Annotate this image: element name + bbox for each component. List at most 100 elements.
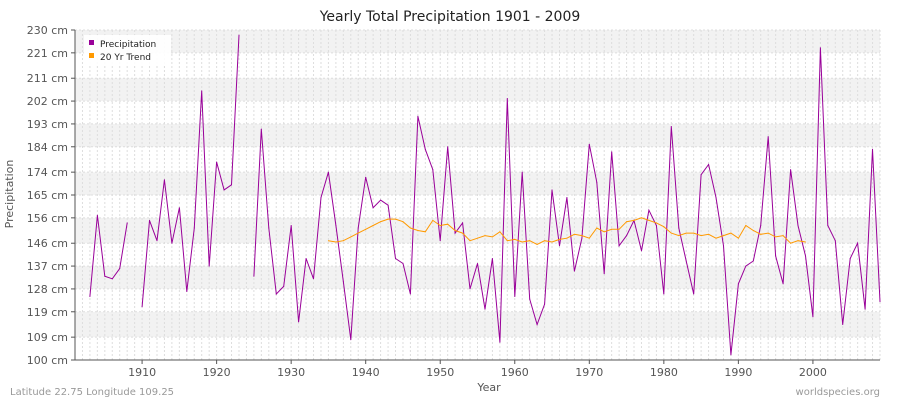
trend-line-point	[640, 217, 642, 219]
precipitation-line-point	[313, 278, 315, 280]
precipitation-line-point	[342, 280, 344, 282]
precipitation-line-point	[238, 34, 240, 36]
precipitation-line-point	[812, 316, 814, 318]
trend-line-point	[380, 221, 382, 223]
precipitation-line-point	[618, 245, 620, 247]
precipitation-line-point	[275, 293, 277, 295]
axes	[71, 29, 880, 364]
precipitation-line-point	[477, 263, 478, 265]
precipitation-line-point	[193, 227, 195, 229]
precipitation-line-point	[864, 308, 866, 310]
precipitation-line-point	[797, 224, 799, 226]
y-tick-label: 100 cm	[27, 354, 68, 367]
trend-line-point	[655, 222, 657, 224]
precipitation-line-point	[588, 143, 590, 145]
precipitation-line-point	[715, 197, 717, 199]
trend-line-point	[566, 237, 568, 239]
precipitation-line-point	[722, 245, 724, 247]
precipitation-line-point	[626, 235, 628, 237]
y-tick-label: 109 cm	[27, 331, 68, 344]
precipitation-line-point	[141, 306, 143, 308]
trend-line-point	[529, 240, 531, 242]
precipitation-line-point	[305, 257, 307, 259]
plot-band	[75, 101, 880, 124]
legend-label-precipitation: Precipitation	[100, 40, 156, 50]
trend-line-point	[544, 240, 546, 242]
trend-line-point	[432, 219, 434, 221]
precipitation-line-point	[529, 298, 531, 300]
trend-line-point	[551, 241, 553, 243]
trend-line-point	[327, 240, 329, 242]
trend-line-point	[581, 235, 583, 237]
precipitation-line-point	[573, 270, 575, 272]
y-tick-label: 211 cm	[27, 72, 68, 85]
precipitation-line-point	[752, 260, 754, 262]
y-tick-label: 184 cm	[27, 141, 68, 154]
trend-line-point	[521, 241, 523, 243]
precipitation-line-point	[596, 181, 598, 183]
precipitation-line-point	[350, 339, 352, 341]
precipitation-line-point	[380, 199, 382, 201]
legend-box	[84, 35, 171, 64]
trend-line-point	[342, 240, 344, 242]
trend-line-point	[588, 237, 590, 239]
y-tick-label: 202 cm	[27, 95, 68, 108]
trend-line-point	[424, 231, 426, 233]
trend-line-point	[804, 241, 806, 243]
trend-line-point	[409, 227, 411, 229]
precipitation-line-point	[89, 296, 91, 298]
precipitation-line-point	[365, 176, 367, 178]
precipitation-line-point	[119, 268, 121, 270]
precipitation-line-point	[178, 207, 180, 209]
precipitation-line-point	[663, 293, 665, 295]
trend-line-point	[402, 221, 404, 223]
precipitation-line-point	[842, 323, 844, 325]
precipitation-line-point	[327, 171, 329, 173]
precipitation-line-point	[521, 171, 523, 173]
precipitation-line-point	[819, 47, 821, 49]
trend-line-point	[469, 240, 471, 242]
x-tick-label: 1990	[724, 366, 752, 379]
precipitation-line-point	[298, 321, 300, 323]
trend-line-point	[678, 235, 680, 237]
trend-line-point	[387, 218, 389, 220]
precipitation-line-point	[231, 184, 233, 186]
y-tick-label: 230 cm	[27, 24, 68, 37]
trend-line-point	[417, 230, 419, 232]
precipitation-line-point	[484, 308, 486, 310]
legend-swatch-trend	[89, 53, 94, 58]
trend-line-point	[767, 232, 769, 234]
x-tick-label: 1930	[277, 366, 305, 379]
x-tick-label: 1970	[575, 366, 603, 379]
precipitation-line-point	[290, 224, 292, 226]
trend-line-point	[737, 237, 739, 239]
x-tick-label: 1960	[501, 366, 529, 379]
precipitation-line-point	[655, 224, 657, 226]
footer-source: worldspecies.org	[796, 387, 880, 398]
y-axis-label: Precipitation	[3, 160, 16, 229]
precipitation-line-point	[804, 255, 806, 257]
series-lines	[74, 34, 881, 356]
trend-line-point	[790, 242, 792, 244]
precipitation-line-point	[760, 224, 762, 226]
precipitation-line-point	[96, 214, 98, 216]
precipitation-line-point	[186, 290, 188, 292]
trend-line-point	[782, 235, 784, 237]
trend-line-point	[760, 233, 762, 235]
precipitation-line-point	[223, 189, 225, 191]
precipitation-line-point	[745, 265, 747, 267]
precipitation-line-point	[462, 222, 464, 224]
y-tick-label: 156 cm	[27, 212, 68, 225]
x-tick-label: 1920	[203, 366, 231, 379]
trend-line-point	[745, 224, 747, 226]
precipitation-line-point	[566, 197, 568, 199]
precipitation-line-point	[201, 90, 203, 92]
trend-line-point	[395, 218, 397, 220]
chart-title: Yearly Total Precipitation 1901 - 2009	[319, 9, 581, 25]
precipitation-line-point	[149, 219, 151, 221]
precipitation-line-point	[268, 227, 270, 229]
x-tick-label: 1950	[426, 366, 454, 379]
trend-line-point	[357, 232, 359, 234]
x-axis-label: Year	[476, 381, 501, 394]
